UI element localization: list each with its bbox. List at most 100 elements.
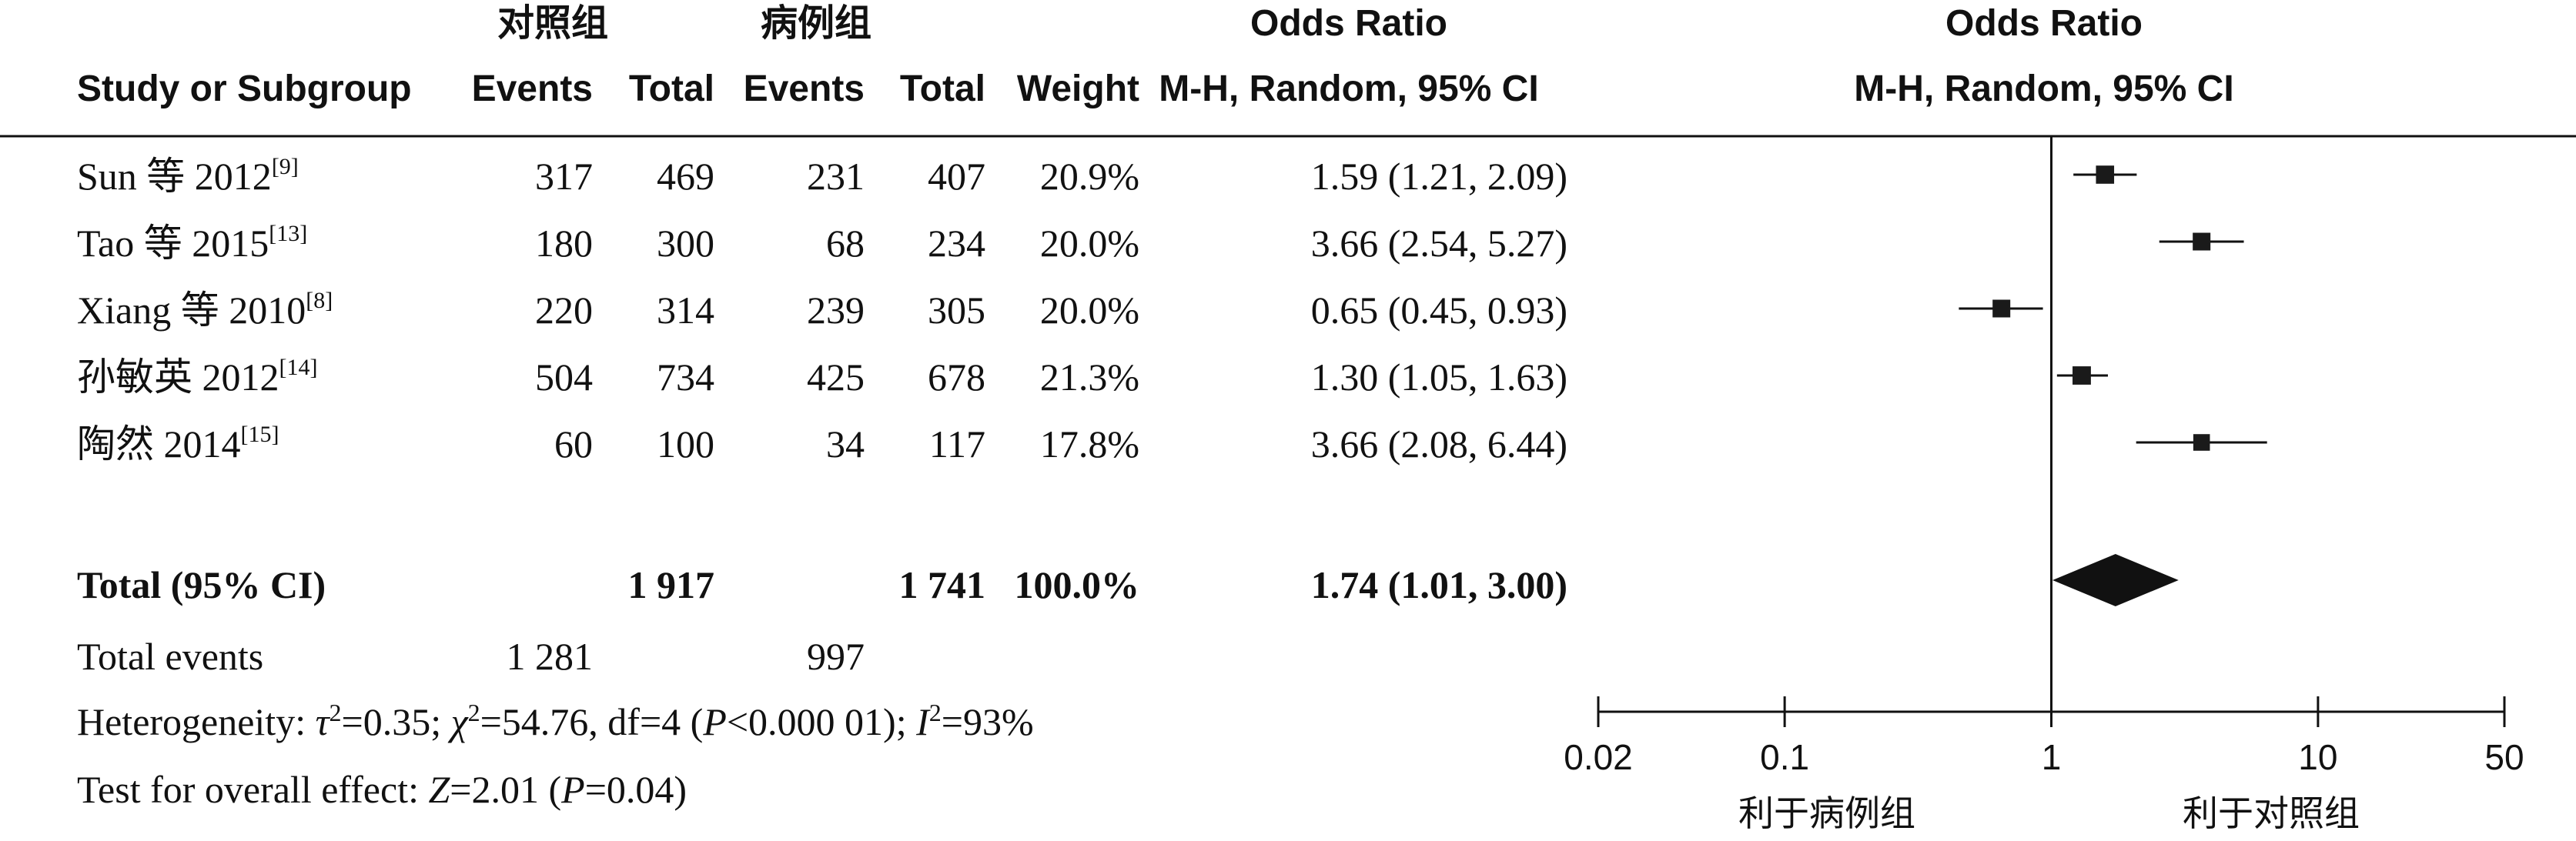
p-value: <0.000 01); bbox=[727, 700, 916, 743]
overall-prefix: Test for overall effect: bbox=[77, 768, 428, 811]
total-weight: 100.0% bbox=[1015, 563, 1140, 606]
control-total: 100 bbox=[657, 422, 714, 466]
header-study: Study or Subgroup bbox=[77, 68, 412, 109]
total-events-row: Total events 1 281 997 bbox=[77, 635, 865, 678]
case-total: 407 bbox=[928, 155, 985, 198]
total-events-label: Total events bbox=[77, 635, 263, 678]
p-symbol: P bbox=[702, 700, 727, 743]
study-name: 陶然 2014[15] bbox=[77, 422, 279, 466]
study-ci-marker bbox=[2159, 232, 2244, 251]
header-control-events: Events bbox=[472, 68, 593, 109]
header-method-left: M-H, Random, 95% CI bbox=[1159, 68, 1538, 109]
study-ci: 1.59 (1.21, 2.09) bbox=[1311, 155, 1567, 198]
study-label: 孙敏英 2012 bbox=[77, 355, 279, 399]
case-events: 425 bbox=[807, 355, 865, 399]
z-symbol: Z bbox=[428, 768, 450, 811]
i-sup: 2 bbox=[929, 699, 942, 726]
study-rows: Sun 等 2012[9] 317 469 231 407 20.9% 1.59 (1.21… bbox=[77, 154, 1567, 466]
total-row: Total (95% CI) 1 917 1 741 100.0% 1.74 (… bbox=[77, 563, 1567, 606]
plot-area: 0.02 0.1 1 10 50 bbox=[1564, 136, 2524, 777]
study-name: Xiang 等 2010[8] bbox=[77, 288, 333, 332]
case-events: 34 bbox=[826, 422, 865, 466]
i-value: =93% bbox=[942, 700, 1034, 743]
control-events: 220 bbox=[535, 289, 593, 332]
study-ci: 0.65 (0.45, 0.93) bbox=[1311, 289, 1567, 332]
header-case-group: 病例组 bbox=[761, 3, 871, 44]
study-weight: 17.8% bbox=[1040, 422, 1139, 466]
study-ref: [14] bbox=[279, 355, 318, 380]
header-method-right: M-H, Random, 95% CI bbox=[1854, 68, 2233, 109]
study-ci-marker bbox=[2056, 366, 2108, 385]
point-estimate-square bbox=[2193, 232, 2211, 251]
study-weight: 20.9% bbox=[1040, 155, 1139, 198]
case-total: 234 bbox=[928, 222, 985, 265]
study-row: 孙敏英 2012[14] 504 734 425 678 21.3% 1.30 (1.05,… bbox=[77, 355, 1567, 399]
control-total: 300 bbox=[657, 222, 714, 265]
total-label: Total (95% CI) bbox=[77, 563, 326, 606]
point-estimate-square bbox=[2193, 434, 2210, 451]
x-tick-label: 0.1 bbox=[1760, 737, 1809, 777]
overall-effect-text: Test for overall effect: Z=2.01 (P=0.04) bbox=[77, 768, 687, 811]
total-events-case: 997 bbox=[807, 635, 865, 678]
case-events: 231 bbox=[807, 155, 865, 198]
header-case-total: Total bbox=[900, 68, 985, 109]
header-odds-ratio-left: Odds Ratio bbox=[1250, 3, 1447, 44]
x-tick-label: 50 bbox=[2484, 737, 2524, 777]
heterogeneity-text: Heterogeneity: τ2=0.35; χ2=54.76, df=4 (… bbox=[77, 699, 1034, 743]
point-estimate-square bbox=[2073, 366, 2091, 385]
overall-p-value: =0.04) bbox=[585, 768, 687, 811]
study-ci-marker bbox=[1959, 299, 2043, 318]
favours-right-label: 利于对照组 bbox=[2183, 793, 2360, 834]
x-tick-label: 10 bbox=[2298, 737, 2337, 777]
tau-value: =0.35; bbox=[342, 700, 451, 743]
control-events: 317 bbox=[535, 155, 593, 198]
study-ref: [9] bbox=[272, 154, 299, 179]
x-ticks: 0.02 0.1 1 10 50 bbox=[1564, 696, 2524, 777]
case-total: 305 bbox=[928, 289, 985, 332]
total-events-control: 1 281 bbox=[507, 635, 594, 678]
study-name: 孙敏英 2012[14] bbox=[77, 355, 317, 399]
case-events: 68 bbox=[826, 222, 865, 265]
ci-markers bbox=[1959, 165, 2267, 451]
chi-value: =54.76, df=4 ( bbox=[480, 700, 704, 743]
tau-symbol: τ bbox=[316, 700, 331, 743]
study-ci: 3.66 (2.08, 6.44) bbox=[1311, 422, 1567, 466]
header-odds-ratio-right: Odds Ratio bbox=[1945, 3, 2143, 44]
control-total: 469 bbox=[657, 155, 714, 198]
case-total: 117 bbox=[929, 422, 985, 466]
study-row: 陶然 2014[15] 60 100 34 117 17.8% 3.66 (2.08, 6.… bbox=[77, 422, 1567, 466]
study-label: Xiang 等 2010 bbox=[77, 289, 306, 332]
header-control-group: 对照组 bbox=[497, 3, 608, 44]
control-total: 734 bbox=[657, 355, 714, 399]
case-total: 678 bbox=[928, 355, 985, 399]
control-events: 504 bbox=[535, 355, 593, 399]
tau-sup: 2 bbox=[330, 699, 342, 726]
study-label: 陶然 2014 bbox=[77, 422, 241, 466]
study-ci-marker bbox=[2136, 434, 2267, 451]
heterogeneity-prefix: Heterogeneity: bbox=[77, 700, 316, 743]
study-ref: [8] bbox=[306, 288, 333, 313]
i-symbol: I bbox=[915, 700, 931, 743]
total-ci: 1.74 (1.01, 3.00) bbox=[1311, 563, 1567, 606]
study-name: Sun 等 2012[9] bbox=[77, 154, 299, 198]
study-ref: [13] bbox=[269, 221, 307, 246]
total-control-total: 1 917 bbox=[628, 563, 715, 606]
control-events: 180 bbox=[535, 222, 593, 265]
favours-left-label: 利于病例组 bbox=[1738, 793, 1915, 834]
study-weight: 20.0% bbox=[1040, 222, 1139, 265]
study-label: Tao 等 2015 bbox=[77, 222, 269, 265]
study-row: Sun 等 2012[9] 317 469 231 407 20.9% 1.59 (1.21… bbox=[77, 154, 1567, 198]
study-ci: 1.30 (1.05, 1.63) bbox=[1311, 355, 1567, 399]
study-ci-marker bbox=[2073, 165, 2137, 184]
study-ci: 3.66 (2.54, 5.27) bbox=[1311, 222, 1567, 265]
overall-p-symbol: P bbox=[560, 768, 585, 811]
point-estimate-square bbox=[1992, 299, 2011, 318]
control-events: 60 bbox=[554, 422, 593, 466]
study-row: Tao 等 2015[13] 180 300 68 234 20.0% 3.66 (2.54… bbox=[77, 221, 1567, 265]
header-case-events: Events bbox=[744, 68, 865, 109]
study-weight: 20.0% bbox=[1040, 289, 1139, 332]
x-tick-label: 1 bbox=[2042, 737, 2062, 777]
study-ref: [15] bbox=[241, 422, 279, 447]
study-row: Xiang 等 2010[8] 220 314 239 305 20.0% 0.65 (0.… bbox=[77, 288, 1567, 332]
